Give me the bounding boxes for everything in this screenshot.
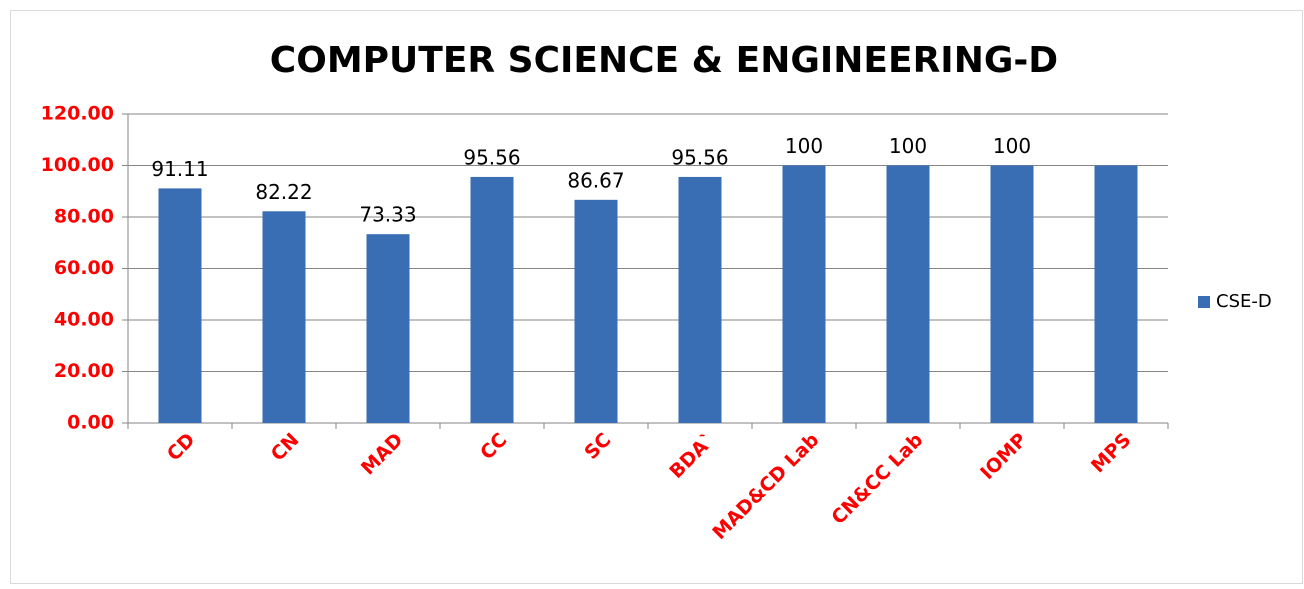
y-tick-label: 120.00 [41,103,114,125]
y-tick-label: 20.00 [54,360,114,382]
bar [366,234,410,423]
y-tick-label: 60.00 [54,257,114,279]
bar [1094,165,1138,423]
bar [470,176,514,423]
chart-title: COMPUTER SCIENCE & ENGINEERING-D [270,40,1058,81]
chart-border [10,10,1303,584]
data-label: 100 [993,134,1031,158]
data-label: 95.56 [671,145,728,169]
bar [574,199,618,423]
data-label: 86.67 [567,168,624,192]
y-tick-label: 0.00 [67,412,114,434]
bar [886,165,930,423]
data-label: 100 [785,134,823,158]
y-tick-label: 80.00 [54,206,114,228]
bar [262,211,306,423]
data-label: 95.56 [463,145,520,169]
data-label: 100 [889,134,927,158]
bar [782,165,826,423]
data-label: 91.11 [151,157,208,181]
y-tick-label: 40.00 [54,309,114,331]
bar [990,165,1034,423]
y-tick-label: 100.00 [41,154,114,176]
bar [678,176,722,423]
data-label: 73.33 [359,203,416,227]
legend-label: CSE-D [1216,291,1272,312]
data-label: 82.22 [255,180,312,204]
legend-swatch [1198,296,1210,308]
bar [158,188,202,423]
